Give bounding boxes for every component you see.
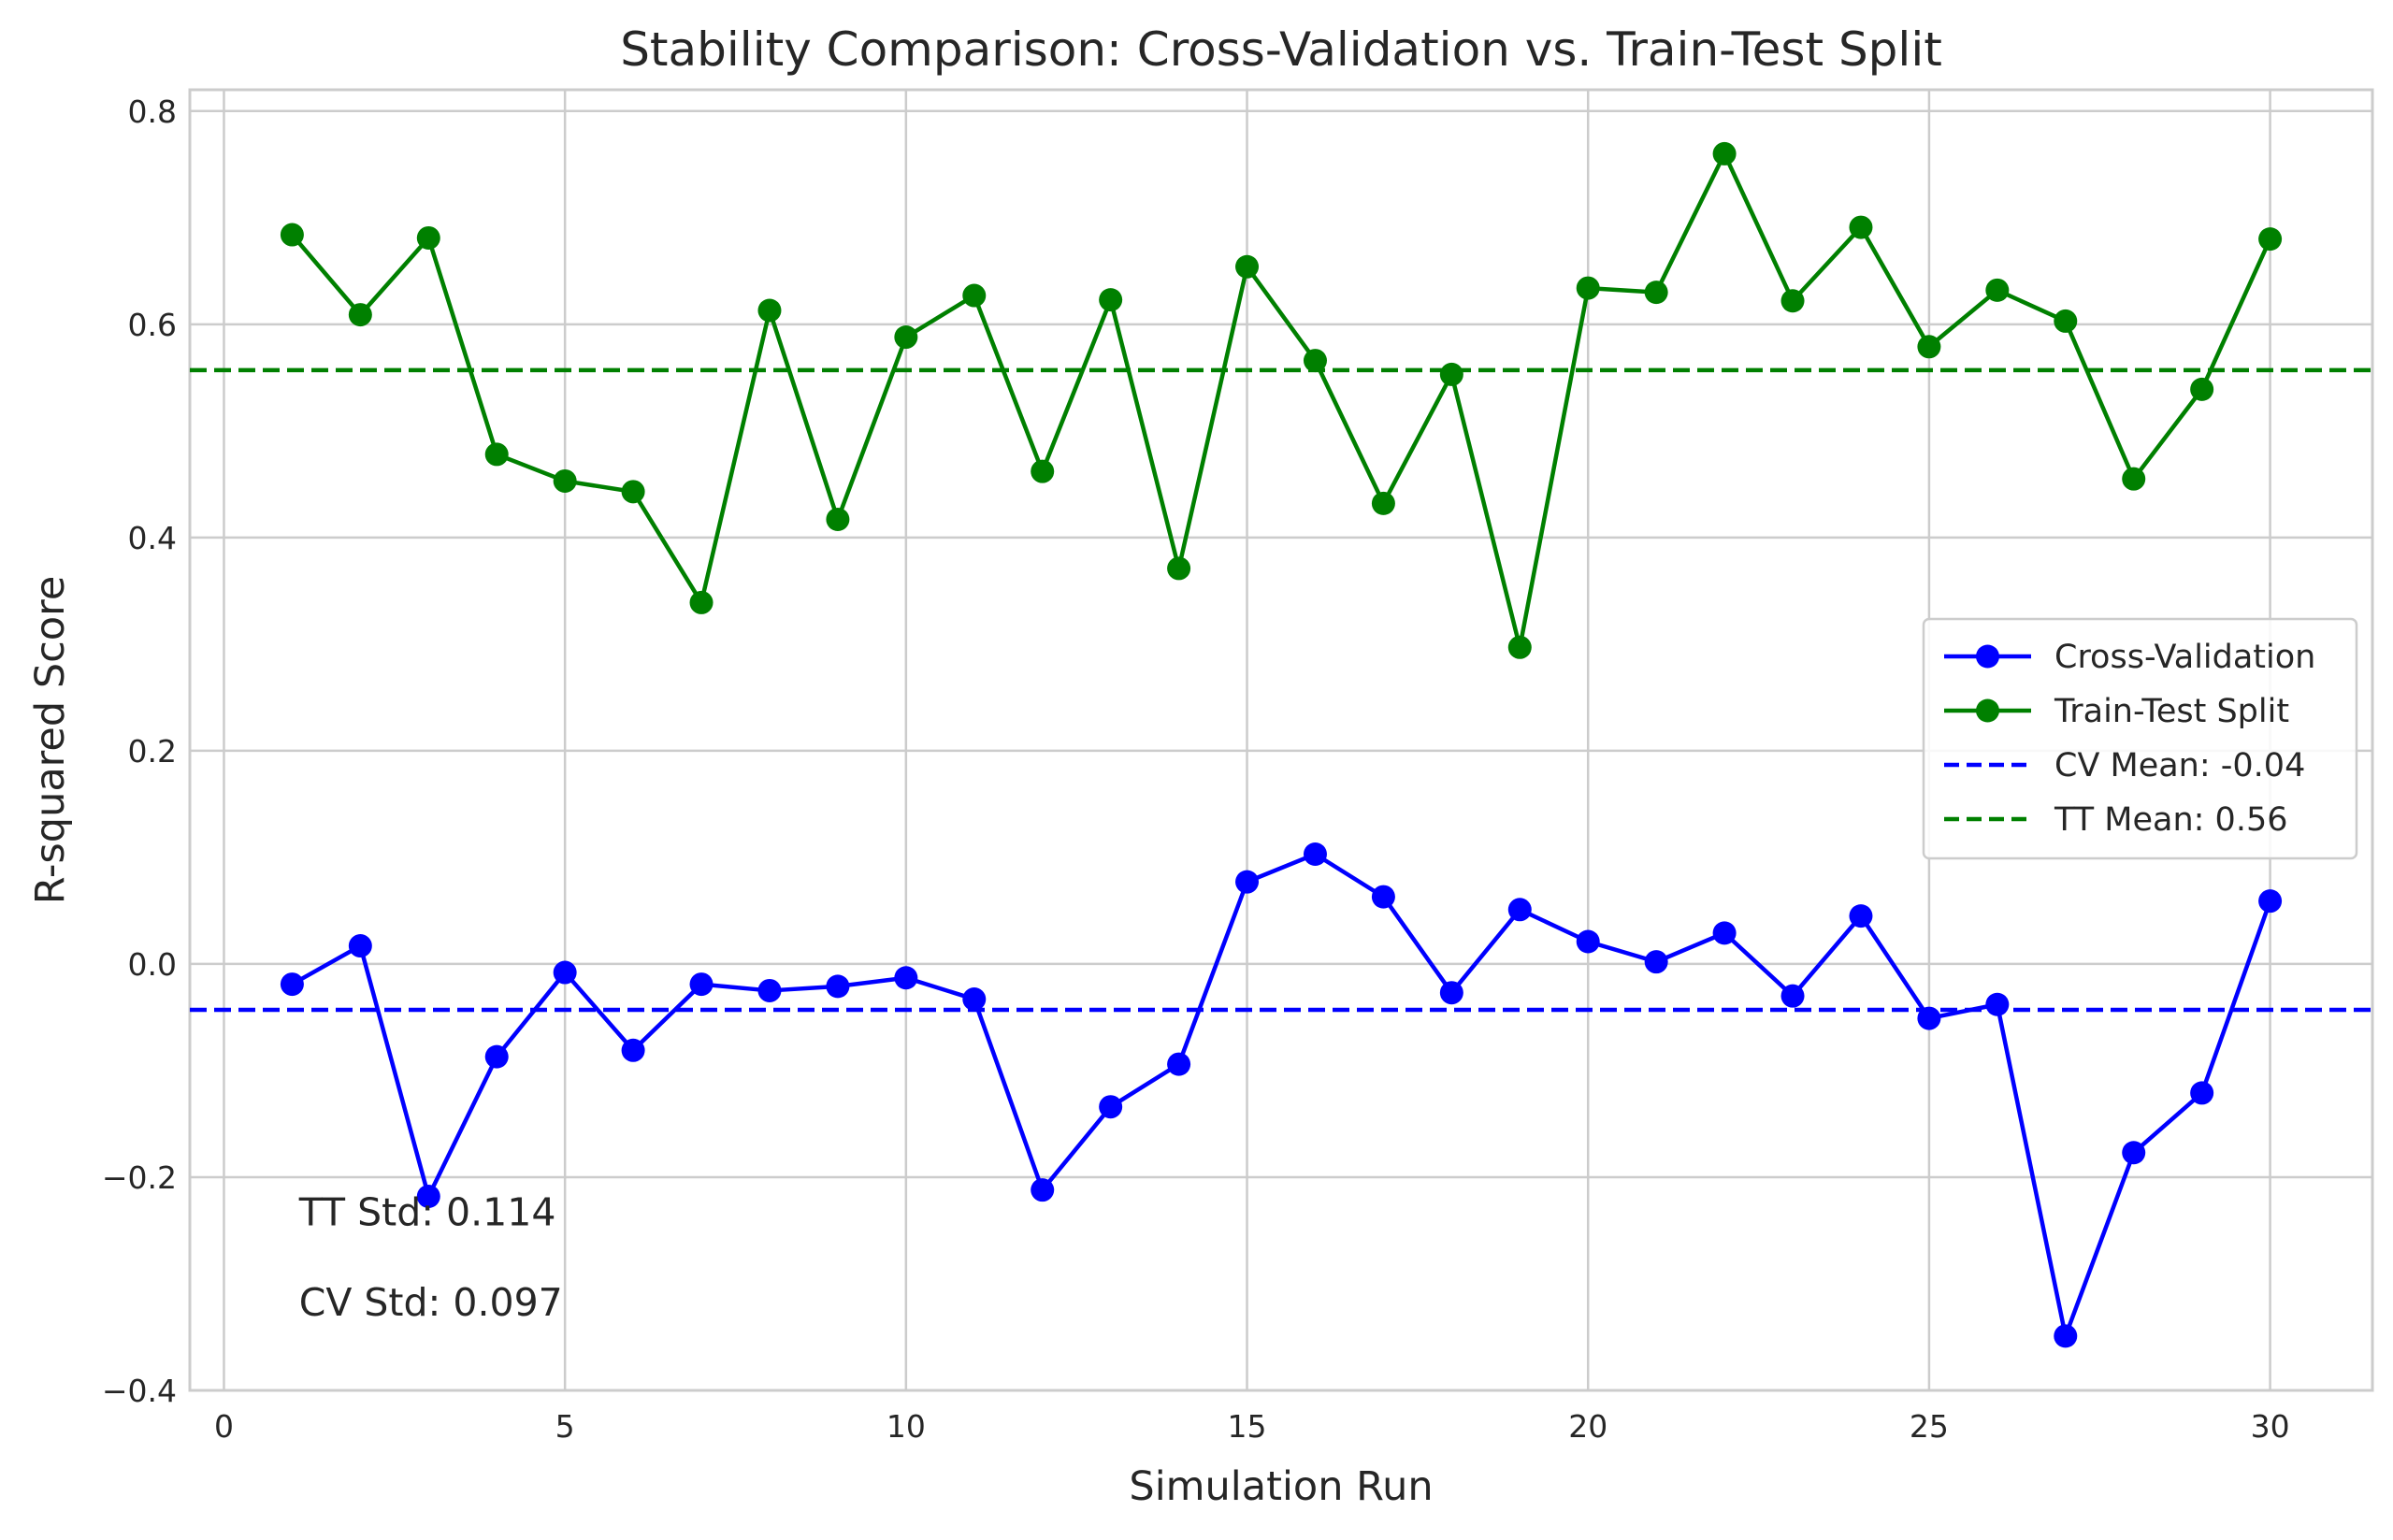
y-tick-label: 0.2 [128,733,177,770]
data-point [1099,288,1122,311]
data-point [2258,889,2282,913]
data-point [349,934,372,957]
data-point [1645,950,1668,973]
data-point [1781,289,1805,312]
data-point [1031,460,1054,483]
data-point [962,987,986,1011]
legend-label: Train-Test Split [2054,693,2289,730]
data-point [1235,255,1259,279]
data-point [2122,1141,2145,1164]
data-point [962,284,986,308]
data-point [757,979,781,1002]
data-point [2054,1324,2077,1347]
data-point [622,1039,645,1062]
data-point [485,442,509,466]
annotations: TT Std: 0.114 CV Std: 0.097 [298,1189,563,1325]
data-point [1917,335,1940,358]
y-tick-label: 0.8 [128,94,177,130]
data-point [2190,378,2213,401]
data-point [826,974,849,998]
data-point [1372,492,1395,515]
data-point [1713,142,1737,166]
x-tick-label: 10 [887,1408,926,1445]
x-tick-label: 25 [1910,1408,1949,1445]
legend-label: CV Mean: -0.04 [2054,747,2305,784]
data-point [281,972,304,996]
x-tick-label: 15 [1228,1408,1267,1445]
x-axis-label: Simulation Run [1129,1463,1433,1510]
data-point [1099,1095,1122,1118]
data-point [554,961,577,985]
series-line [292,153,2270,647]
y-tick-label: 0.6 [128,307,177,343]
data-point [1440,363,1463,386]
data-point [622,480,645,503]
x-tick-label: 5 [555,1408,575,1445]
data-point [894,325,917,349]
std-annotation: TT Std: 0.114 [298,1189,556,1234]
legend-marker [1976,645,1999,669]
y-axis-label: R-squared Score [27,576,74,905]
legend-marker [1976,699,1999,723]
data-point [826,508,849,531]
data-point [485,1045,509,1069]
y-tick-label: −0.2 [102,1159,177,1196]
chart-title: Stability Comparison: Cross-Validation v… [620,22,1942,77]
data-point [1577,929,1600,953]
legend-label: Cross-Validation [2054,639,2315,676]
data-point [1031,1178,1054,1202]
data-point [417,226,440,250]
y-tick-label: 0.0 [128,946,177,983]
data-point [894,966,917,989]
data-point [1645,281,1668,304]
legend: Cross-Validation Train-Test Split CV Mean:… [1924,619,2357,858]
data-point [1985,279,2009,302]
x-tick-label: 0 [214,1408,234,1445]
data-point [1985,993,2009,1016]
data-point [1577,277,1600,300]
legend-label: TT Mean: 0.56 [2054,801,2287,839]
data-point [1508,636,1532,659]
data-point [554,469,577,493]
data-point [1304,349,1327,372]
y-tick-label: −0.4 [102,1373,177,1409]
data-point [1917,1007,1940,1030]
data-point [1304,842,1327,866]
data-point [1372,885,1395,909]
data-point [2054,309,2077,333]
data-point [1167,556,1190,580]
x-tick-label: 30 [2251,1408,2290,1445]
y-tick-label: 0.4 [128,520,177,556]
std-annotation: CV Std: 0.097 [299,1280,563,1325]
series-line [292,854,2270,1335]
data-point [349,303,372,326]
data-point [1849,216,1872,239]
data-point [1849,904,1872,928]
x-tick-label: 20 [1568,1408,1607,1445]
data-point [1781,985,1805,1008]
data-point [1235,871,1259,894]
data-point [2122,468,2145,491]
data-point [2258,227,2282,251]
data-point [1508,898,1532,921]
data-point [757,299,781,323]
data-point [2190,1081,2213,1104]
data-point [1440,981,1463,1004]
data-point [1713,921,1737,944]
data-point [690,972,714,996]
data-point [1167,1053,1190,1076]
data-point [281,223,304,247]
data-point [690,591,714,614]
